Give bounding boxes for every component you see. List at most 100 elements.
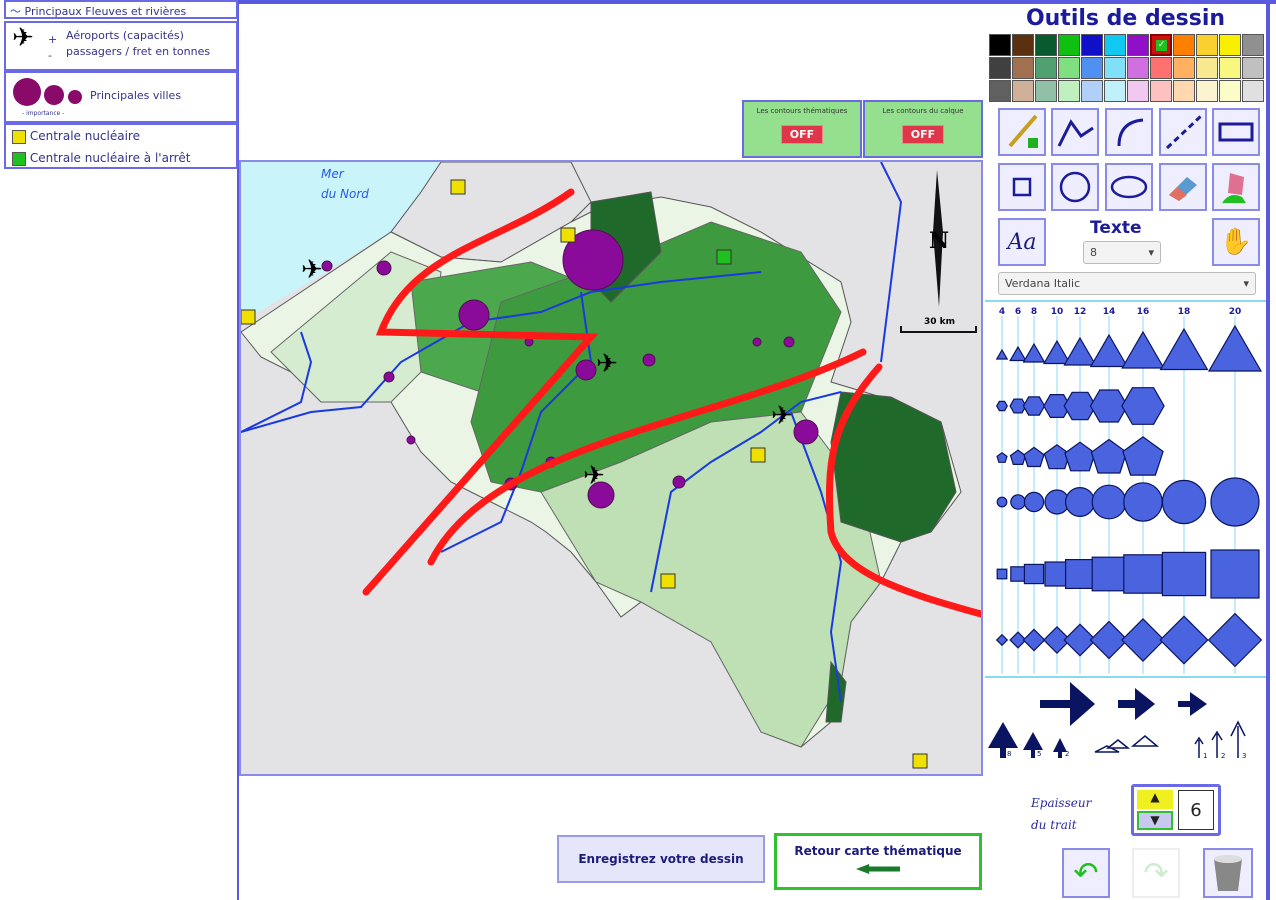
color-swatch[interactable] xyxy=(1242,80,1264,102)
circle-button[interactable] xyxy=(1051,163,1099,211)
text-size-select[interactable]: 8 ▾ xyxy=(1083,241,1161,264)
color-swatch[interactable] xyxy=(1127,80,1149,102)
color-swatch[interactable] xyxy=(1012,34,1034,56)
dashed-line-button[interactable] xyxy=(1159,108,1207,156)
eraser-button[interactable] xyxy=(1159,163,1207,211)
diamond-stamp[interactable] xyxy=(1207,612,1263,668)
hexagon-stamp[interactable] xyxy=(1043,393,1071,419)
polyline-button[interactable] xyxy=(1051,108,1099,156)
hexagon-stamp[interactable] xyxy=(996,400,1008,412)
map-canvas[interactable]: ✈ ✈ ✈ ✈ Mer du Nord N 30 km xyxy=(239,160,985,776)
trash-button[interactable] xyxy=(1203,848,1253,898)
color-swatch[interactable] xyxy=(1219,34,1241,56)
color-swatch[interactable] xyxy=(989,34,1011,56)
pentagon-stamp[interactable] xyxy=(1023,446,1045,468)
ellipse-button[interactable] xyxy=(1105,163,1153,211)
triangle-stamp[interactable] xyxy=(995,348,1009,360)
square-stamp[interactable] xyxy=(1023,563,1045,585)
color-swatch[interactable] xyxy=(1104,80,1126,102)
circle-stamp[interactable] xyxy=(1210,477,1260,527)
paint-bucket-button[interactable] xyxy=(1212,163,1260,211)
triangle-stamp[interactable] xyxy=(1042,339,1072,365)
square-button[interactable] xyxy=(998,163,1046,211)
back-to-thematic-map-button[interactable]: Retour carte thématique xyxy=(774,833,982,890)
triangle-stamp[interactable] xyxy=(1022,342,1046,363)
color-swatch[interactable] xyxy=(1196,57,1218,79)
color-swatch[interactable] xyxy=(1127,57,1149,79)
color-swatch[interactable] xyxy=(1081,57,1103,79)
square-stamp[interactable] xyxy=(1210,549,1260,599)
rectangle-button[interactable] xyxy=(1212,108,1260,156)
square-stamp[interactable] xyxy=(1123,554,1163,594)
shape-stamps[interactable]: 4 6 8 10 12 14 16 18 20 xyxy=(985,302,1266,677)
hand-move-button[interactable]: ✋ xyxy=(1212,218,1260,266)
color-swatch[interactable] xyxy=(1058,34,1080,56)
hexagon-stamp[interactable] xyxy=(1063,391,1097,421)
color-swatch[interactable] xyxy=(1127,34,1149,56)
circle-stamp[interactable] xyxy=(996,496,1008,508)
hexagon-stamp[interactable] xyxy=(1089,389,1129,423)
triangle-stamp[interactable] xyxy=(1121,330,1165,369)
map-svg[interactable]: ✈ ✈ ✈ ✈ Mer du Nord N 30 km xyxy=(240,161,985,774)
diamond-stamp[interactable] xyxy=(1063,623,1097,657)
color-swatch[interactable] xyxy=(1058,80,1080,102)
triangle-stamp[interactable] xyxy=(1089,333,1129,368)
arrow-stamps[interactable]: 8 5 2 1 2 3 xyxy=(985,678,1266,758)
pentagon-stamp[interactable] xyxy=(996,451,1008,463)
pentagon-stamp[interactable] xyxy=(1090,438,1128,474)
undo-button[interactable]: ↶ xyxy=(1062,848,1110,898)
color-swatch[interactable] xyxy=(1035,80,1057,102)
circle-stamp[interactable] xyxy=(1023,491,1045,513)
color-swatch[interactable] xyxy=(1173,80,1195,102)
square-stamp[interactable] xyxy=(1064,559,1095,590)
redo-button[interactable]: ↷ xyxy=(1132,848,1180,898)
color-swatch[interactable] xyxy=(1012,80,1034,102)
color-swatch[interactable] xyxy=(1035,34,1057,56)
square-stamp[interactable] xyxy=(1091,556,1127,592)
pentagon-stamp[interactable] xyxy=(1064,441,1096,472)
color-swatch[interactable] xyxy=(1242,57,1264,79)
color-swatch[interactable] xyxy=(1219,80,1241,102)
color-swatch[interactable] xyxy=(1150,80,1172,102)
circle-stamp[interactable] xyxy=(1010,494,1026,510)
circle-stamp[interactable] xyxy=(1091,484,1127,520)
color-swatch[interactable] xyxy=(989,57,1011,79)
triangle-stamp[interactable] xyxy=(1159,327,1209,371)
color-swatch[interactable] xyxy=(1173,34,1195,56)
color-swatch[interactable] xyxy=(1196,34,1218,56)
color-swatch[interactable] xyxy=(1242,34,1264,56)
color-swatch[interactable] xyxy=(1104,57,1126,79)
text-tool-button[interactable]: Aa xyxy=(998,218,1046,266)
diamond-stamp[interactable] xyxy=(1022,628,1046,652)
font-select[interactable]: Verdana Italic ▾ xyxy=(998,272,1256,295)
color-swatch[interactable] xyxy=(1104,34,1126,56)
pentagon-stamp[interactable] xyxy=(1122,436,1164,476)
color-swatch[interactable] xyxy=(1035,57,1057,79)
save-drawing-button[interactable]: Enregistrez votre dessin xyxy=(557,835,765,883)
pencil-button[interactable] xyxy=(998,108,1046,156)
square-stamp[interactable] xyxy=(1161,551,1207,597)
color-swatch[interactable] xyxy=(1058,57,1080,79)
diamond-stamp[interactable] xyxy=(1089,620,1129,660)
color-swatch[interactable] xyxy=(1173,57,1195,79)
color-swatch[interactable] xyxy=(989,80,1011,102)
thickness-stepper[interactable]: ▲ ▼ 6 xyxy=(1131,784,1221,836)
diamond-stamp[interactable] xyxy=(1042,625,1072,655)
diamond-stamp[interactable] xyxy=(995,633,1009,647)
curve-button[interactable] xyxy=(1105,108,1153,156)
hexagon-stamp[interactable] xyxy=(1121,387,1165,425)
square-stamp[interactable] xyxy=(1010,566,1026,582)
off-button[interactable]: OFF xyxy=(780,125,824,144)
hexagon-stamp[interactable] xyxy=(1009,398,1027,414)
circle-stamp[interactable] xyxy=(1064,487,1095,518)
color-swatch[interactable] xyxy=(1081,34,1103,56)
pentagon-stamp[interactable] xyxy=(1009,449,1027,465)
circle-stamp[interactable] xyxy=(1123,482,1163,522)
color-swatch[interactable] xyxy=(1012,57,1034,79)
diamond-stamp[interactable] xyxy=(1159,615,1209,665)
diamond-stamp[interactable] xyxy=(1009,631,1027,649)
decrease-button[interactable]: ▼ xyxy=(1137,811,1173,830)
triangle-stamp[interactable] xyxy=(1207,324,1263,372)
off-button[interactable]: OFF xyxy=(901,125,945,144)
circle-stamp[interactable] xyxy=(1161,479,1207,525)
